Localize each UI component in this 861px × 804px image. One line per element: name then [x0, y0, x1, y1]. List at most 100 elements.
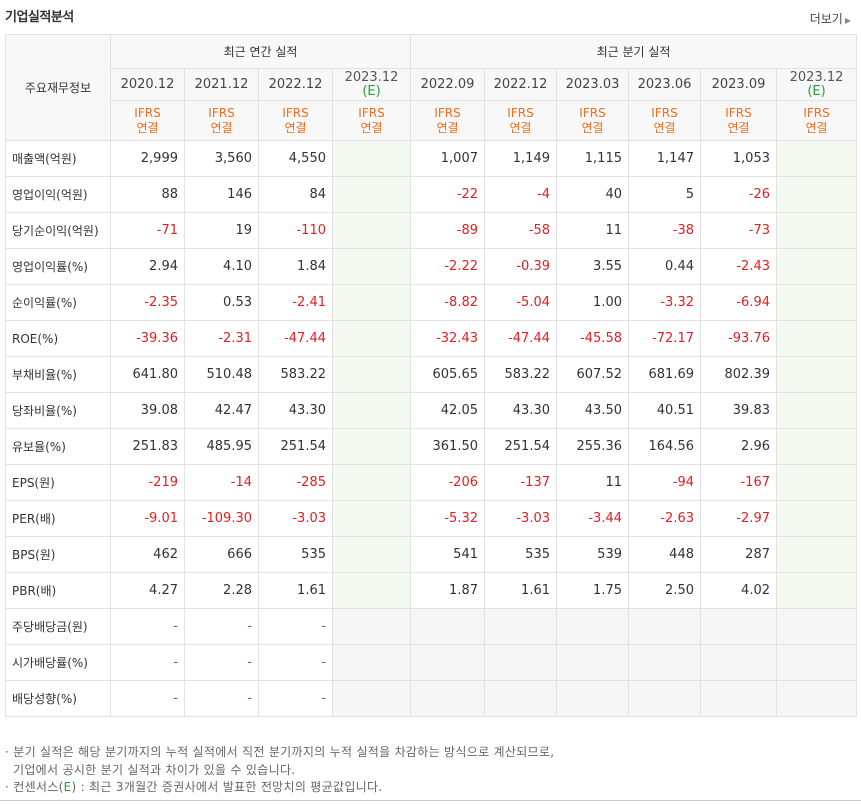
data-cell: -47.44 — [258, 320, 333, 357]
data-cell: 462 — [110, 536, 185, 573]
table-row: EPS(원) -219 -14 -285 -206 -137 11 -94 -167 — [5, 464, 858, 501]
more-label: 더보기 — [809, 12, 843, 26]
data-cell: -71 — [110, 212, 185, 249]
row-label: 영업이익률(%) — [5, 248, 111, 285]
data-cell: 1.00 — [556, 284, 629, 321]
data-cell: 2.28 — [184, 572, 259, 609]
data-cell: 3,560 — [184, 140, 259, 177]
ifrs-label: IFRS 연결 — [110, 100, 185, 141]
estimate-cell — [775, 176, 858, 213]
estimate-cell — [332, 644, 411, 681]
data-cell — [556, 608, 629, 645]
data-cell: 11 — [556, 464, 629, 501]
data-cell: -4 — [484, 176, 557, 213]
estimate-cell — [332, 464, 411, 501]
table-row: 영업이익(억원) 88 146 84 -22 -4 40 5 -26 — [5, 176, 858, 213]
estimate-cell — [332, 140, 411, 177]
footnote-1: · 분기 실적은 해당 분기까지의 누적 실적에서 직전 분기까지의 누적 실적… — [5, 745, 555, 759]
section-title: 기업실적분석 — [5, 10, 74, 25]
data-cell: 485.95 — [184, 428, 259, 465]
table-row: 주당배당금(원) - - - — [5, 608, 858, 645]
data-cell: 39.08 — [110, 392, 185, 429]
row-label: 순이익률(%) — [5, 284, 111, 321]
table-row: 순이익률(%) -2.35 0.53 -2.41 -8.82 -5.04 1.00 -3.32… — [5, 284, 858, 321]
data-cell: -32.43 — [410, 320, 485, 357]
data-cell: 681.69 — [628, 356, 701, 393]
row-label: 당좌비율(%) — [5, 392, 111, 429]
ifrs-label: IFRS 연결 — [628, 100, 701, 141]
ifrs-label: IFRS 연결 — [484, 100, 557, 141]
period-header: 2023.09 — [700, 68, 777, 101]
data-cell: - — [258, 644, 333, 681]
data-cell: 19 — [184, 212, 259, 249]
row-label: 주당배당금(원) — [5, 608, 111, 645]
table-row: BPS(원) 462 666 535 541 535 539 448 287 — [5, 536, 858, 573]
data-cell: -94 — [628, 464, 701, 501]
estimate-cell — [332, 392, 411, 429]
estimate-cell — [775, 356, 858, 393]
period-header: 2020.12 — [110, 68, 185, 101]
data-cell: - — [258, 608, 333, 645]
chevron-right-icon: ▶ — [844, 16, 851, 25]
data-cell: - — [184, 608, 259, 645]
row-label: 매출액(억원) — [5, 140, 111, 177]
data-cell: - — [110, 644, 185, 681]
data-cell — [628, 608, 701, 645]
data-cell: - — [258, 680, 333, 717]
data-cell: -47.44 — [484, 320, 557, 357]
data-cell: 251.54 — [258, 428, 333, 465]
data-cell: 39.83 — [700, 392, 777, 429]
ifrs-label: IFRS 연결 — [556, 100, 629, 141]
table-row: 매출액(억원) 2,999 3,560 4,550 1,007 1,149 1,115 1,1… — [5, 140, 858, 177]
row-label: PBR(배) — [5, 572, 111, 609]
data-cell: - — [184, 644, 259, 681]
quarter-group-header: 최근 분기 실적 — [409, 34, 858, 69]
estimate-cell — [332, 608, 411, 645]
data-cell: 4.02 — [700, 572, 777, 609]
data-cell: 287 — [700, 536, 777, 573]
more-link[interactable]: 더보기 ▶ — [810, 10, 851, 27]
data-cell: 1.87 — [410, 572, 485, 609]
period-header: 2023.03 — [556, 68, 629, 101]
data-cell: 146 — [184, 176, 259, 213]
estimate-cell — [332, 680, 411, 717]
estimate-cell — [332, 572, 411, 609]
data-cell: -6.94 — [700, 284, 777, 321]
estimate-cell — [775, 464, 858, 501]
estimate-cell — [775, 608, 858, 645]
data-cell: 583.22 — [258, 356, 333, 393]
estimate-cell — [332, 284, 411, 321]
data-cell — [484, 680, 557, 717]
estimate-cell — [775, 500, 858, 537]
data-cell: 1.61 — [258, 572, 333, 609]
data-cell: 666 — [184, 536, 259, 573]
table-row: PER(배) -9.01 -109.30 -3.03 -5.32 -3.03 -3.44 -2… — [5, 500, 858, 537]
data-cell — [556, 680, 629, 717]
data-cell — [410, 644, 485, 681]
data-cell: 1,147 — [628, 140, 701, 177]
data-cell: -206 — [410, 464, 485, 501]
data-cell: 1,053 — [700, 140, 777, 177]
data-cell: -167 — [700, 464, 777, 501]
data-cell: -72.17 — [628, 320, 701, 357]
data-cell: -2.63 — [628, 500, 701, 537]
table-row: ROE(%) -39.36 -2.31 -47.44 -32.43 -47.44 -45.5… — [5, 320, 858, 357]
data-cell: 641.80 — [110, 356, 185, 393]
table-row: 당좌비율(%) 39.08 42.47 43.30 42.05 43.30 43.50 40.… — [5, 392, 858, 429]
estimate-cell — [775, 428, 858, 465]
data-cell: 607.52 — [556, 356, 629, 393]
table-row: 시가배당률(%) - - - — [5, 644, 858, 681]
row-label: 부채비율(%) — [5, 356, 111, 393]
data-cell: -2.43 — [700, 248, 777, 285]
estimate-cell — [775, 140, 858, 177]
row-label: 당기순이익(억원) — [5, 212, 111, 249]
table-row: 부채비율(%) 641.80 510.48 583.22 605.65 583.22 607… — [5, 356, 858, 393]
data-cell: 5 — [628, 176, 701, 213]
period-header: 2022.09 — [410, 68, 485, 101]
data-cell — [700, 644, 777, 681]
data-cell: 88 — [110, 176, 185, 213]
estimate-cell — [332, 212, 411, 249]
estimate-cell — [332, 248, 411, 285]
data-cell: -73 — [700, 212, 777, 249]
data-cell: -45.58 — [556, 320, 629, 357]
